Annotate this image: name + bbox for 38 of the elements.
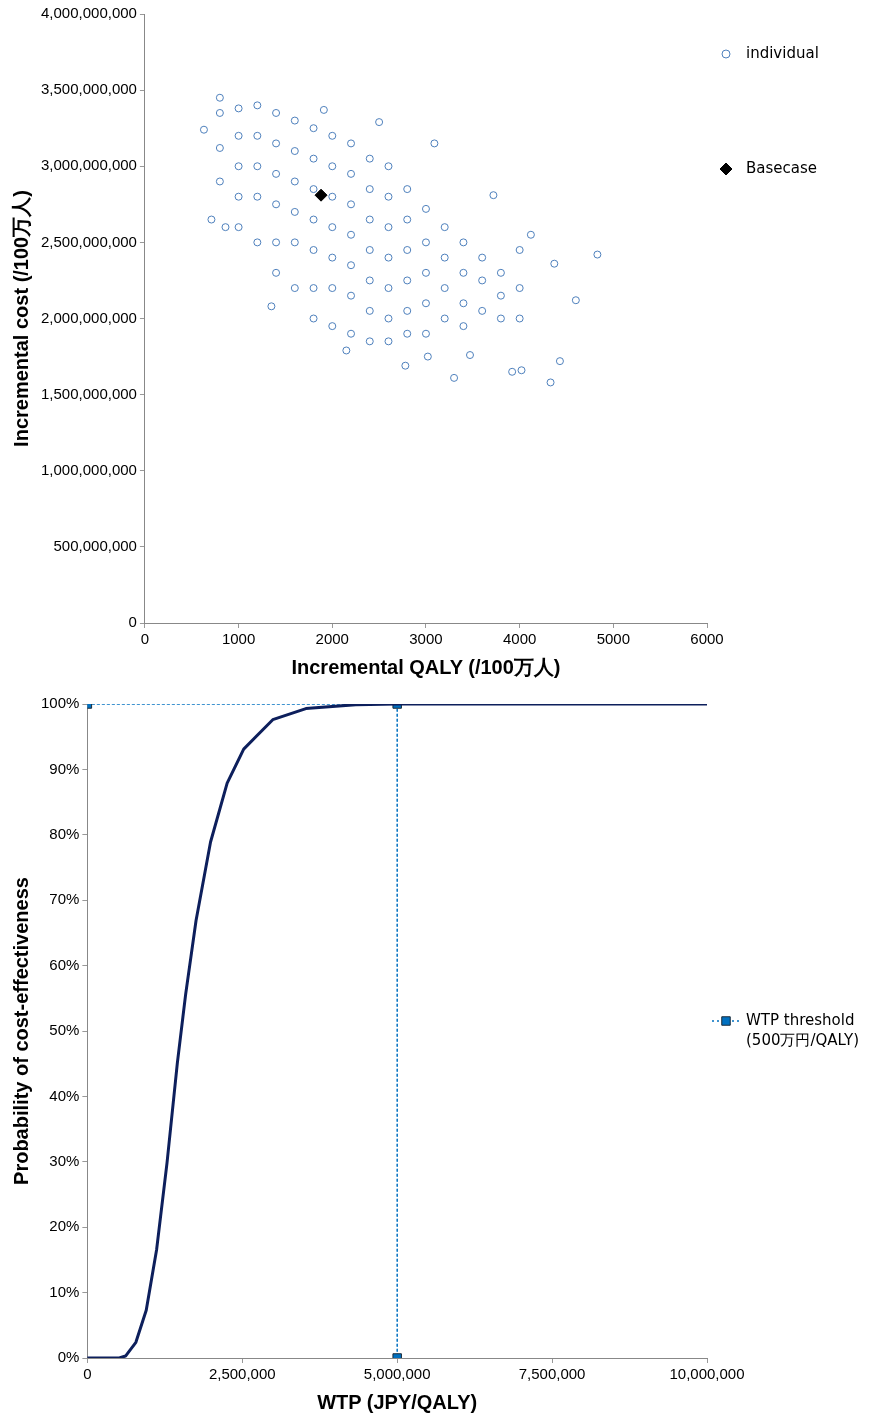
y-tick-label: 50%	[49, 1021, 80, 1039]
x-tick-label: 7,500,000	[518, 1365, 586, 1383]
y-tick-label: 100%	[40, 694, 80, 712]
y-tick-label: 500,000,000	[53, 537, 137, 555]
y-tick-label: 10%	[49, 1282, 80, 1300]
y-tick-label: 40%	[49, 1086, 80, 1104]
y-axis-title: Incremental cost (/100万人)	[9, 190, 32, 447]
y-tick-label: 30%	[49, 1151, 80, 1169]
x-tick-label: 3000	[409, 630, 443, 648]
x-tick-label: 10,000,000	[669, 1365, 745, 1383]
y-tick-label: 20%	[49, 1217, 80, 1235]
y-tick-label: 90%	[49, 759, 80, 777]
legend-label: WTP threshold (500万円/QALY)	[746, 1010, 859, 1049]
x-tick-label: 0	[140, 630, 150, 648]
y-tick-label: 1,000,000,000	[40, 460, 137, 478]
y-tick-label: 0%	[57, 1348, 80, 1366]
y-tick-label: 70%	[49, 890, 80, 908]
y-axis-title: Probability of cost-effectiveness	[9, 877, 32, 1185]
x-axis-title: Incremental QALY (/100万人)	[291, 655, 561, 678]
y-tick-label: 3,500,000,000	[40, 80, 137, 98]
legend-label: Basecase	[746, 158, 818, 177]
x-tick-label: 2,500,000	[208, 1365, 276, 1383]
x-tick-label: 1000	[221, 630, 256, 648]
y-tick-label: 4,000,000,000	[40, 4, 137, 22]
x-tick-label: 2000	[315, 630, 349, 648]
y-tick-label: 2,500,000,000	[40, 232, 137, 250]
x-tick-label: 5,000,000	[363, 1365, 431, 1383]
x-tick-label: 4000	[502, 630, 537, 648]
x-tick-label: 5000	[596, 630, 631, 648]
y-tick-label: 60%	[49, 955, 80, 973]
legend-label: individual	[746, 43, 819, 62]
x-tick-label: 6000	[690, 630, 724, 648]
y-tick-label: 2,000,000,000	[40, 308, 137, 326]
y-tick-label: 3,000,000,000	[40, 156, 137, 174]
x-axis-title: WTP (JPY/QALY)	[317, 1390, 478, 1413]
y-tick-label: 1,500,000,000	[40, 384, 137, 402]
y-tick-label: 80%	[49, 824, 80, 842]
y-tick-label: 0	[128, 613, 137, 631]
